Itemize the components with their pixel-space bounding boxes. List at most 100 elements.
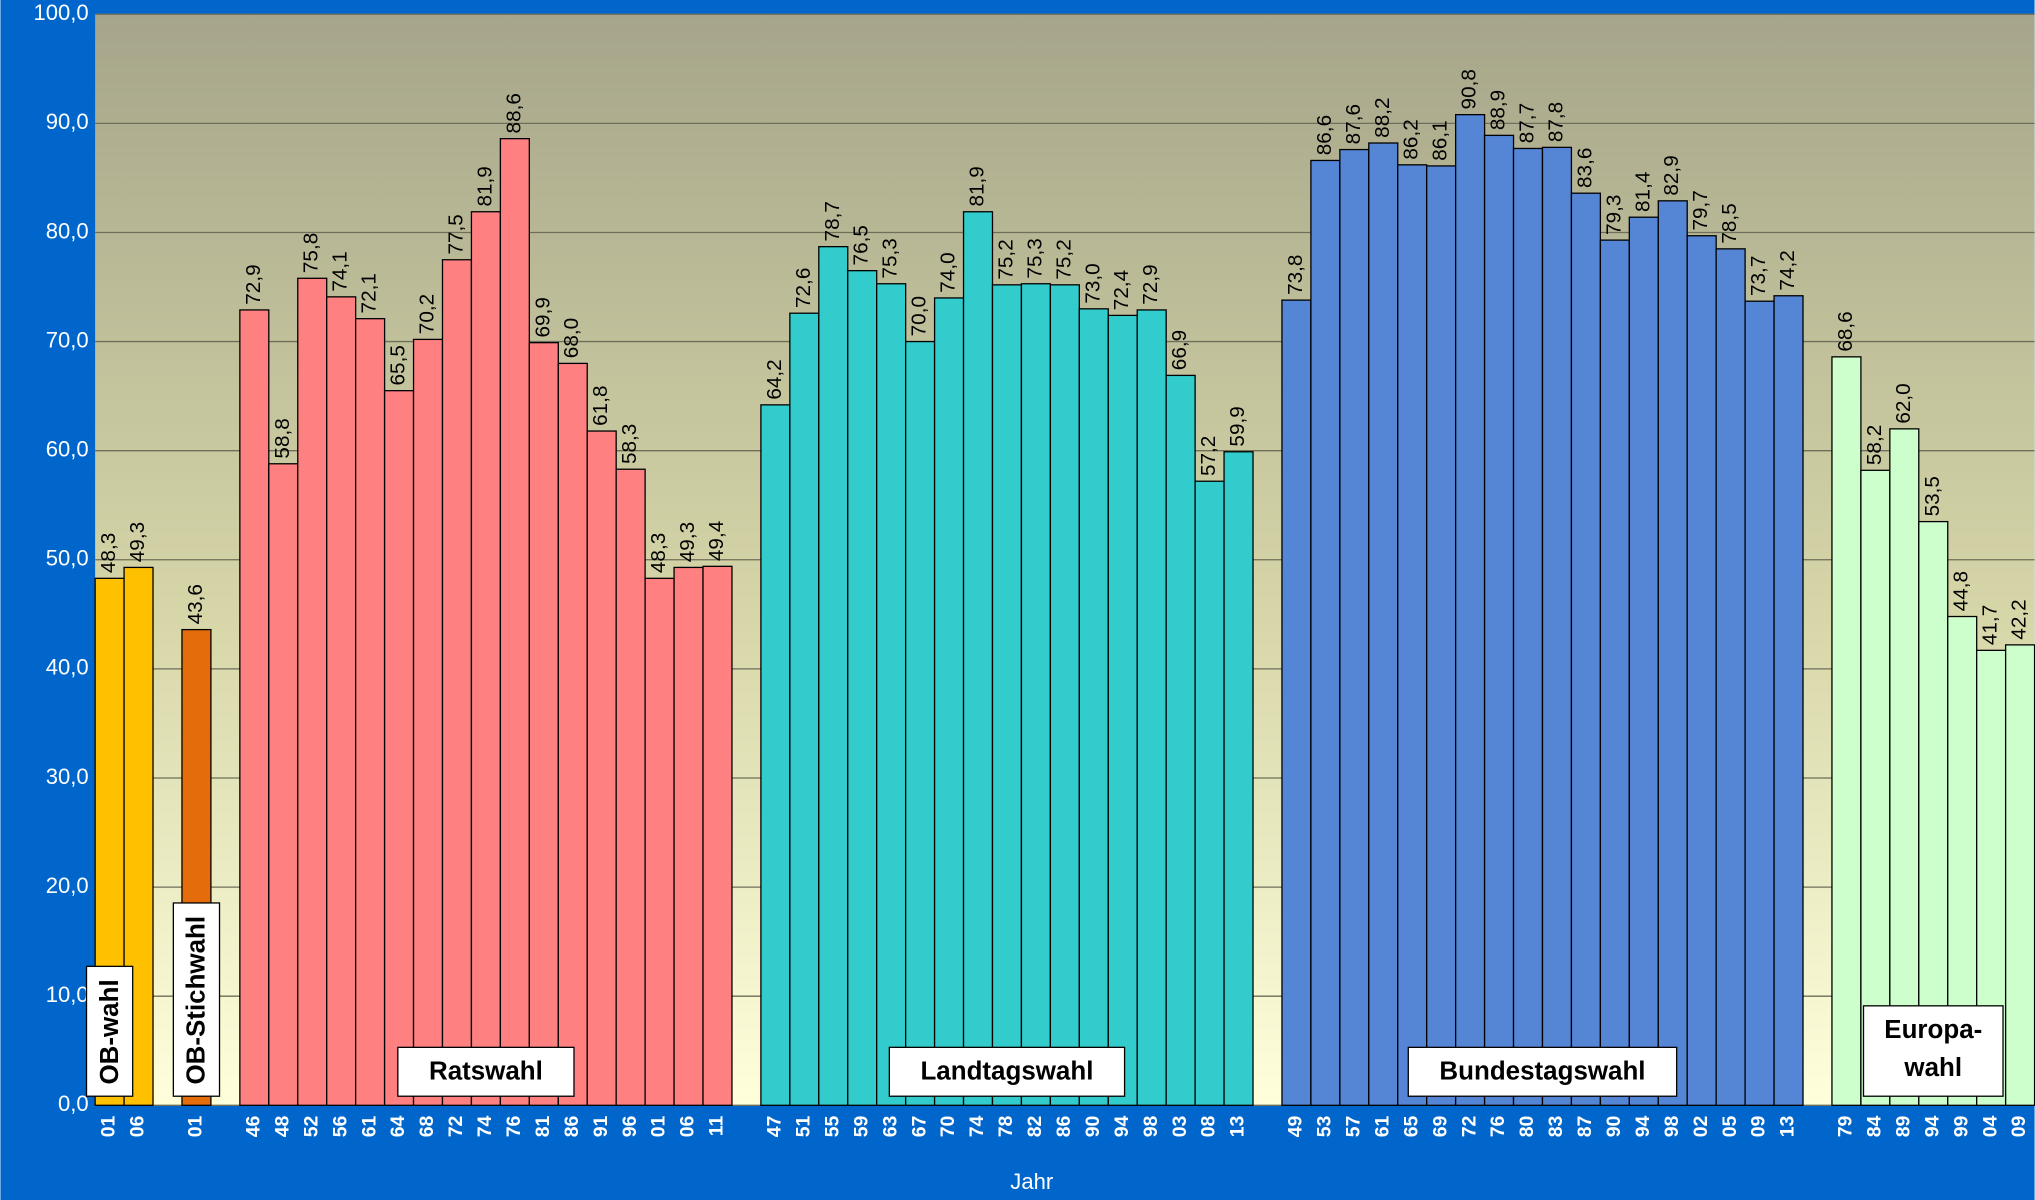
bar [470, 211, 502, 1106]
value-label: 75,3 [879, 238, 902, 278]
group-label-text: Ratswahl [429, 1058, 543, 1086]
value-label: 49,3 [676, 522, 699, 562]
bar [354, 318, 386, 1106]
value-label: 49,4 [705, 521, 728, 561]
bar [1860, 469, 1891, 1106]
bar [702, 565, 733, 1106]
value-label: 68,6 [1834, 311, 1857, 351]
group-label-text: Europa- [1884, 1016, 1982, 1044]
bar [1657, 200, 1688, 1106]
y-tick-label: 0,0 [58, 1091, 89, 1116]
bar [1744, 300, 1775, 1106]
group-label-box [888, 1046, 1126, 1097]
group-label: Ratswahl [397, 1046, 575, 1097]
x-tick-label: 13 [1227, 1115, 1249, 1137]
bar [1339, 148, 1370, 1106]
value-label: 81,9 [965, 166, 988, 206]
bar [1599, 239, 1630, 1106]
value-label: 73,7 [1747, 256, 1770, 296]
value-label: 78,5 [1718, 203, 1741, 243]
bar [1454, 113, 1486, 1106]
x-tick-label: 47 [764, 1116, 786, 1138]
bar [1136, 309, 1167, 1106]
x-tick-label: 98 [1140, 1115, 1162, 1137]
value-label: 72,1 [358, 273, 381, 313]
value-label: 87,6 [1342, 104, 1365, 144]
value-label: 75,2 [994, 239, 1017, 279]
bar [933, 297, 965, 1106]
x-tick-label: 06 [677, 1115, 699, 1137]
x-tick-label: 02 [1690, 1115, 1712, 1137]
x-axis-label: Jahr [1010, 1169, 1053, 1194]
x-tick-label: 94 [1111, 1115, 1133, 1137]
value-label: 78,7 [821, 201, 844, 241]
bar [1397, 164, 1428, 1106]
group-label-text: OB-wahl [96, 979, 124, 1084]
value-label: 61,8 [589, 385, 612, 425]
value-label: 79,7 [1689, 190, 1712, 230]
bar [615, 468, 646, 1106]
value-label: 86,6 [1313, 115, 1336, 155]
bar [1368, 142, 1399, 1106]
x-tick-label: 76 [503, 1115, 525, 1137]
bar [1628, 216, 1659, 1106]
value-label: 88,2 [1371, 97, 1394, 137]
bar [268, 463, 299, 1106]
x-tick-label: 80 [1516, 1115, 1538, 1137]
y-tick-label: 100,0 [33, 0, 88, 25]
bar [1773, 295, 1804, 1106]
bar [991, 284, 1023, 1106]
x-tick-label: 59 [850, 1115, 872, 1137]
x-tick-label: 09 [2008, 1115, 2030, 1137]
group-label: Landtagswahl [888, 1046, 1126, 1097]
x-tick-label: 84 [1864, 1115, 1886, 1137]
value-label: 57,2 [1197, 436, 1220, 476]
value-label: 74,2 [1776, 250, 1799, 290]
value-label: 66,9 [1168, 330, 1191, 370]
value-label: 88,9 [1487, 90, 1510, 130]
value-label: 75,3 [1023, 238, 1046, 278]
y-tick-label: 10,0 [46, 982, 89, 1007]
value-label: 41,7 [1979, 605, 2002, 645]
value-label: 53,5 [1921, 476, 1944, 516]
x-tick-label: 87 [1574, 1116, 1596, 1138]
value-label: 70,2 [415, 294, 438, 334]
x-tick-label: 65 [1400, 1115, 1422, 1137]
bar [1426, 165, 1457, 1106]
bar [1483, 134, 1515, 1106]
x-tick-label: 04 [1979, 1115, 2001, 1137]
value-label: 74,1 [329, 251, 352, 291]
value-label: 82,9 [1660, 155, 1683, 195]
x-tick-label: 01 [185, 1115, 207, 1137]
value-label: 44,8 [1950, 571, 1973, 611]
bar [1020, 283, 1052, 1106]
x-tick-label: 82 [1024, 1115, 1046, 1137]
x-tick-label: 51 [792, 1115, 814, 1137]
x-tick-label: 63 [879, 1115, 901, 1137]
x-tick-label: 90 [1603, 1115, 1625, 1137]
x-tick-label: 46 [242, 1115, 264, 1137]
value-label: 87,8 [1544, 102, 1567, 142]
bar [1223, 451, 1254, 1106]
value-label: 70,0 [908, 296, 931, 336]
x-tick-label: 96 [619, 1115, 641, 1137]
bar [962, 211, 994, 1106]
bar [818, 246, 849, 1106]
y-tick-label: 70,0 [46, 327, 89, 352]
bar [557, 362, 588, 1106]
x-tick-label: 06 [127, 1115, 149, 1137]
x-tick-label: 94 [1921, 1115, 1943, 1137]
value-label: 86,2 [1400, 119, 1423, 159]
value-label: 65,5 [387, 345, 410, 385]
bar [499, 137, 530, 1106]
x-tick-label: 57 [1342, 1116, 1364, 1138]
x-tick-label: 64 [387, 1115, 409, 1137]
x-tick-label: 61 [358, 1115, 380, 1137]
x-tick-label: 72 [1458, 1115, 1480, 1137]
value-label: 75,2 [1052, 239, 1075, 279]
bar [1541, 146, 1573, 1106]
bar [673, 566, 704, 1106]
bar [1310, 159, 1341, 1106]
bar [412, 338, 444, 1106]
